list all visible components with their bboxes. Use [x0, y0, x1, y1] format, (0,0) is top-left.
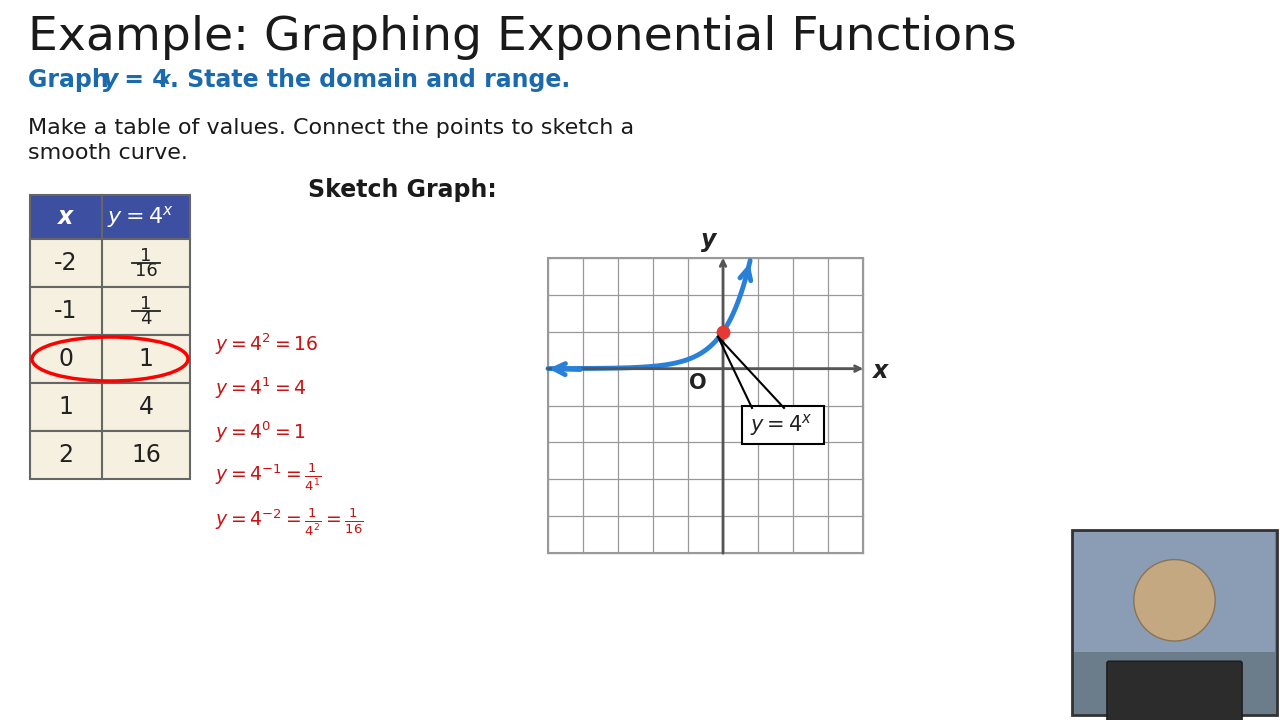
Bar: [29, 239, 189, 287]
Bar: [29, 383, 189, 431]
Text: 4: 4: [141, 310, 152, 328]
Text: 0: 0: [59, 347, 73, 371]
Text: x: x: [873, 359, 888, 382]
Text: 4: 4: [138, 395, 154, 419]
Bar: [1074, 532, 1275, 652]
Text: $y = 4^x$: $y = 4^x$: [106, 204, 173, 230]
Text: 2: 2: [59, 443, 73, 467]
Text: x: x: [59, 205, 74, 229]
Text: 16: 16: [134, 262, 157, 280]
Text: $y = 4^{-2} = \frac{1}{4^2} = \frac{1}{16}$: $y = 4^{-2} = \frac{1}{4^2} = \frac{1}{1…: [215, 506, 364, 538]
Text: Sketch Graph:: Sketch Graph:: [308, 178, 497, 202]
Text: 1: 1: [141, 295, 152, 313]
Text: x: x: [160, 70, 170, 88]
Text: $y = 4^0 = 1$: $y = 4^0 = 1$: [215, 419, 306, 445]
FancyBboxPatch shape: [1107, 661, 1242, 720]
Bar: [29, 431, 189, 479]
Text: Example: Graphing Exponential Functions: Example: Graphing Exponential Functions: [28, 15, 1016, 60]
Text: O: O: [690, 373, 707, 392]
Text: -2: -2: [54, 251, 78, 275]
Bar: [29, 195, 189, 239]
Text: Make a table of values. Connect the points to sketch a: Make a table of values. Connect the poin…: [28, 118, 634, 138]
Text: = 4: = 4: [116, 68, 169, 92]
Text: 1: 1: [59, 395, 73, 419]
Text: $y = 4^2 = 16$: $y = 4^2 = 16$: [215, 331, 319, 356]
Circle shape: [1134, 559, 1215, 641]
Text: $y = 4^1 = 4$: $y = 4^1 = 4$: [215, 375, 306, 401]
Bar: [1073, 530, 1277, 715]
Bar: [29, 287, 189, 335]
Text: 1: 1: [141, 247, 152, 265]
Text: Graph: Graph: [28, 68, 116, 92]
Text: y: y: [102, 68, 118, 92]
Text: smooth curve.: smooth curve.: [28, 143, 188, 163]
Bar: [29, 335, 189, 383]
Text: 1: 1: [138, 347, 154, 371]
Text: $y = 4^x$: $y = 4^x$: [750, 412, 813, 438]
Text: . State the domain and range.: . State the domain and range.: [170, 68, 571, 92]
Bar: [548, 258, 863, 553]
Text: y: y: [701, 228, 717, 252]
Text: 16: 16: [131, 443, 161, 467]
FancyBboxPatch shape: [742, 406, 824, 444]
Text: -1: -1: [54, 299, 78, 323]
Text: $y = 4^{-1} = \frac{1}{4^1}$: $y = 4^{-1} = \frac{1}{4^1}$: [215, 461, 321, 493]
